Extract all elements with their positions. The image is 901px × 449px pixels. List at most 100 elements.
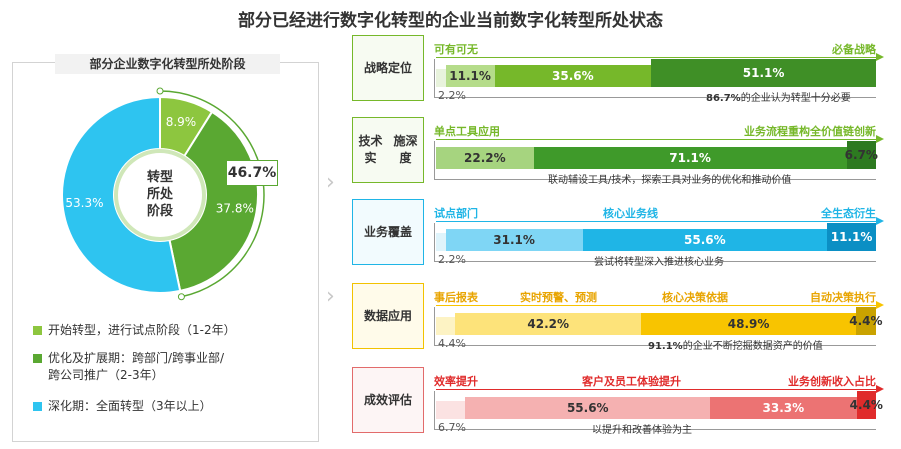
chevron-right-icon: ›: [326, 284, 335, 309]
row-label-line: 定位: [388, 60, 413, 75]
bar-segment-label: 33.3%: [762, 401, 805, 415]
row-label-line: 应用: [388, 308, 413, 323]
bar-segment-label: 2.2%: [438, 253, 466, 266]
bar-segment: 48.9%: [641, 313, 857, 335]
arrow-head-icon: [876, 301, 884, 309]
bar-segment: 11.1%: [827, 223, 876, 251]
bar-segment: 35.6%: [494, 65, 652, 87]
bar-segment-label: 42.2%: [527, 317, 570, 331]
bar-segment-label: 11.1%: [830, 230, 873, 244]
legend-label: 开始转型，进行试点阶段（1-2年）: [48, 323, 236, 337]
pie-bracket-dot: [156, 87, 164, 95]
row-note-text: 86.7%的企业认为转型十分必要: [706, 93, 851, 104]
bar-segment: 42.2%: [455, 313, 642, 335]
bar-segment: 4.4%: [850, 391, 883, 419]
legend-swatch: [33, 326, 42, 335]
row-label-3: 数据 应用: [352, 283, 424, 349]
pie-center-label: 阶段: [147, 203, 173, 219]
scale-right-label: 全生态衍生: [821, 207, 876, 220]
row-note-highlight: 86.7%: [706, 93, 741, 104]
arrow-head-icon: [876, 385, 884, 393]
row-axis: [434, 391, 876, 430]
scale-left-label: 可有可无: [434, 43, 478, 56]
scale-left-label: 单点工具应用: [434, 125, 500, 138]
legend-item-deepen: 深化期：全面转型（3年以上）: [33, 398, 212, 415]
bar-segment: [436, 317, 456, 335]
bar-segment-label: 4.4%: [438, 337, 466, 350]
row-axis: [434, 223, 876, 262]
scale-right-label: 必备战略: [832, 43, 876, 56]
bar-segment: 33.3%: [710, 397, 857, 419]
page-title: 部分已经进行数字化转型的企业当前数字化转型所处状态: [238, 11, 663, 31]
row-note-text: 91.1%的企业不断挖掘数据资产的价值: [648, 341, 823, 352]
pie-bracket-dot: [177, 293, 185, 301]
bar-segment-label: 2.2%: [438, 89, 466, 102]
bar-segment-label: 22.2%: [464, 151, 506, 165]
scale-mid-label: 实时预警、预测: [520, 291, 597, 304]
row-label-line: 战略: [363, 60, 388, 75]
legend-swatch: [33, 354, 42, 363]
bar-segment: 51.1%: [651, 59, 876, 87]
row-label-4: 成效 评估: [352, 367, 424, 433]
bar-segment: 31.1%: [445, 229, 583, 251]
row-label-2: 业务 覆盖: [352, 199, 424, 265]
bar-segment-label: 51.1%: [742, 66, 785, 80]
pie-center: [114, 149, 206, 241]
legend-label: 深化期：全面转型（3年以上）: [48, 399, 212, 413]
row-label-0: 战略 定位: [352, 35, 424, 101]
pie-chart: 8.9% 37.8% 53.3% 转型所处阶段: [61, 87, 265, 301]
bar-segment-label: 55.6%: [684, 233, 726, 247]
bar-segment-label: 71.1%: [669, 151, 711, 165]
row-label-line: 成效: [363, 392, 388, 407]
legend-label-line2: 跨公司推广（2-3年）: [48, 368, 164, 382]
pie-center-label: 所处: [147, 186, 174, 202]
bar-segment-label: 6.7%: [438, 421, 466, 434]
bar-segment: 11.1%: [445, 65, 495, 87]
row-label-1: 技术实 施深度: [352, 117, 424, 183]
row-label-line: 施深度: [393, 134, 418, 165]
scale-arrow-line: [436, 57, 876, 58]
row-axis: [434, 141, 876, 180]
legend-item-pilot: 开始转型，进行试点阶段（1-2年）: [33, 322, 236, 339]
scale-arrow-line: [436, 139, 876, 140]
row-label-line: 数据: [363, 308, 388, 323]
scale-arrow-line: [436, 305, 876, 306]
bar-segment: [436, 401, 466, 419]
arrow-head-icon: [876, 53, 884, 61]
scale-right-label: 自动决策执行: [810, 291, 876, 304]
scale-right-label: 业务流程重构全价值链创新: [744, 125, 876, 138]
row-label-line: 技术实: [358, 134, 383, 165]
pie-title: 部分企业数字化转型所处阶段: [55, 54, 280, 74]
bar-segment-label: 4.4%: [849, 314, 883, 328]
arrow-head-icon: [876, 135, 884, 143]
scale-left-label: 事后报表: [434, 291, 478, 304]
bar-segment: [436, 69, 446, 87]
bar-segment: 55.6%: [582, 229, 828, 251]
scale-arrow-line: [436, 221, 876, 222]
bar-segment-label: 6.7%: [844, 148, 878, 162]
pie-slice-label: 53.3%: [65, 196, 103, 210]
bar-segment: 6.7%: [844, 141, 878, 169]
legend-item-expand: 优化及扩展期：跨部门/跨事业部/ 跨公司推广（2-3年）: [33, 350, 225, 384]
legend-label: 优化及扩展期：跨部门/跨事业部/: [48, 351, 225, 365]
row-note-text: 以提升和改善体验为主: [592, 425, 692, 436]
row-note-highlight: 91.1%: [648, 341, 683, 352]
row-axis: [434, 59, 876, 98]
bar-segment-label: 4.4%: [849, 398, 883, 412]
row-note-text: 联动辅设工具/技术，探索工具对业务的优化和推动价值: [548, 175, 792, 186]
row-note-text: 尝试将转型深入推进核心业务: [594, 257, 724, 268]
row-label-line: 评估: [388, 392, 413, 407]
bar-segment: 4.4%: [849, 307, 883, 335]
chevron-right-icon: ›: [326, 170, 335, 195]
bar-segment-label: 48.9%: [727, 317, 770, 331]
scale-mid-label: 核心业务线: [603, 207, 658, 220]
bar-segment: 71.1%: [533, 147, 847, 169]
row-label-line: 业务: [363, 224, 388, 239]
pie-slice-label: 8.9%: [166, 115, 197, 129]
pie-callout: 46.7%: [226, 160, 278, 186]
scale-right-label: 业务创新收入占比: [788, 375, 876, 388]
bar-segment-label: 55.6%: [566, 401, 609, 415]
scale-left-label: 试点部门: [434, 207, 478, 220]
legend-swatch: [33, 402, 42, 411]
pie-center-label: 转型: [147, 169, 173, 185]
